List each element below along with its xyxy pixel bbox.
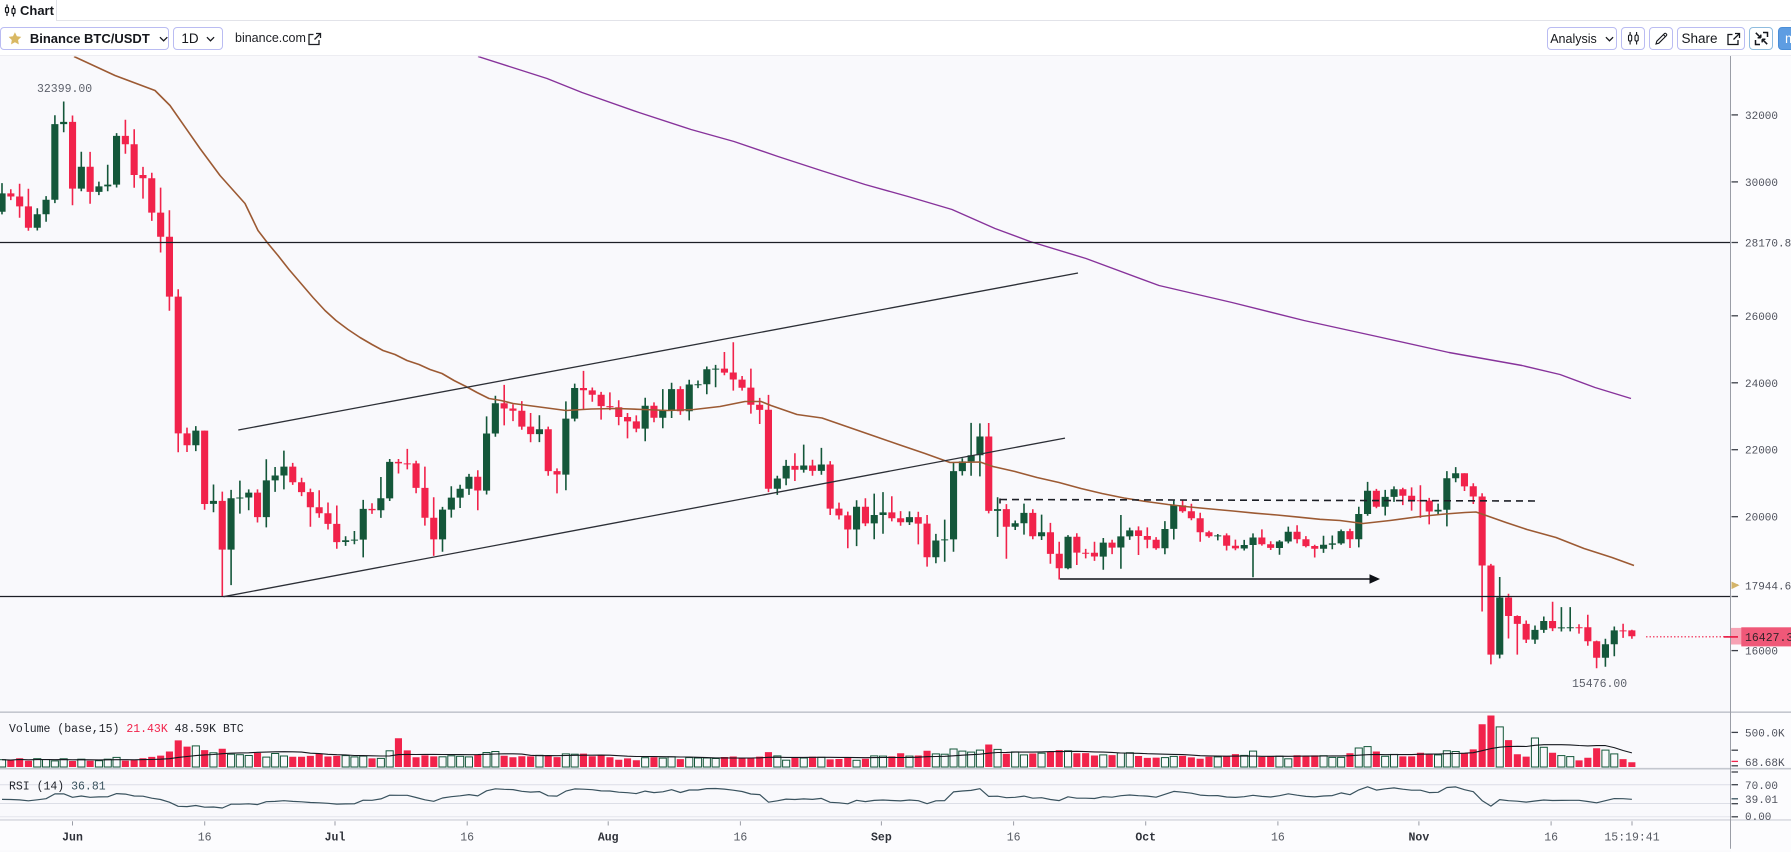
svg-text:22000: 22000 [1745, 445, 1778, 457]
svg-text:Sep: Sep [871, 831, 892, 844]
svg-text:0.00: 0.00 [1745, 812, 1771, 824]
svg-text:30000: 30000 [1745, 177, 1778, 189]
svg-text:16: 16 [733, 831, 747, 844]
svg-text:16: 16 [198, 831, 212, 844]
svg-text:15476.00: 15476.00 [1572, 678, 1627, 691]
svg-text:Oct: Oct [1135, 831, 1156, 844]
svg-text:32399.00: 32399.00 [37, 83, 92, 96]
svg-text:20000: 20000 [1745, 512, 1778, 524]
svg-text:39.01: 39.01 [1745, 794, 1778, 806]
svg-text:70.00: 70.00 [1745, 781, 1778, 793]
svg-text:32000: 32000 [1745, 110, 1778, 122]
svg-text:16: 16 [1271, 831, 1285, 844]
svg-text:16: 16 [1544, 831, 1558, 844]
svg-text:24000: 24000 [1745, 378, 1778, 390]
svg-text:Nov: Nov [1409, 831, 1430, 844]
svg-text:28170.8: 28170.8 [1745, 238, 1791, 250]
svg-text:Aug: Aug [598, 831, 619, 844]
svg-text:Jun: Jun [62, 831, 83, 844]
svg-text:16427.3: 16427.3 [1745, 632, 1791, 645]
svg-text:RSI (14) 36.81: RSI (14) 36.81 [9, 780, 106, 793]
svg-text:16: 16 [460, 831, 474, 844]
svg-text:16: 16 [1007, 831, 1021, 844]
svg-text:16000: 16000 [1745, 646, 1778, 658]
svg-text:26000: 26000 [1745, 311, 1778, 323]
svg-text:15:19:41: 15:19:41 [1604, 831, 1659, 844]
svg-text:Volume (base,15) 21.43K 48.59K: Volume (base,15) 21.43K 48.59K BTC [9, 723, 244, 736]
svg-text:68.68K: 68.68K [1745, 758, 1785, 770]
svg-text:500.0K: 500.0K [1745, 728, 1785, 740]
svg-text:Jul: Jul [325, 831, 346, 844]
svg-text:17944.6: 17944.6 [1745, 581, 1791, 593]
